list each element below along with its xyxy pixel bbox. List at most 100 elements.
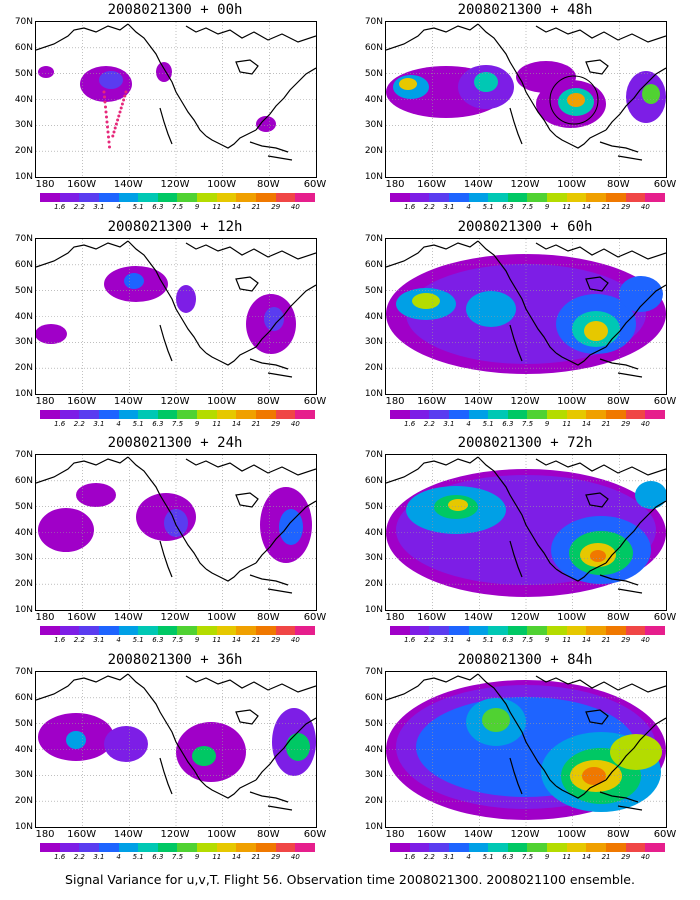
colorbar-label: 4 (116, 203, 121, 211)
variance-contour (192, 746, 216, 766)
map-area (35, 238, 317, 395)
colorbar-label: 14 (581, 420, 591, 428)
lat-tick-label: 10N (14, 822, 33, 832)
coastline (386, 673, 479, 701)
lat-tick-label: 20N (364, 796, 383, 807)
colorbar-swatch (177, 193, 198, 202)
colorbar-label: 21 (601, 420, 611, 428)
lat-tick-label: 40N (14, 94, 33, 105)
lat-tick-label: 40N (14, 744, 33, 755)
lat-tick-label: 50N (364, 68, 383, 79)
map-panel: 2008021300 + 24h 70N 60N 50N 40N 30N 20N 10N 180… (0, 435, 350, 653)
colorbar-swatch (488, 843, 508, 852)
colorbar-swatch (527, 626, 548, 635)
lon-tick-label: 140W (463, 612, 493, 623)
variance-contour (642, 84, 660, 104)
colorbar-label: 2.2 (423, 636, 435, 644)
variance-contour (619, 276, 663, 312)
coastline (509, 757, 523, 795)
colorbar-label: 40 (640, 203, 650, 211)
colorbar-label: 2.2 (73, 636, 85, 644)
colorbar-swatch (118, 193, 139, 202)
coastline (535, 25, 666, 43)
colorbar-swatch (507, 410, 528, 419)
colorbar-label: 6.3 (502, 203, 514, 211)
variance-contour-map (386, 22, 666, 177)
colorbar-label: 4 (466, 203, 471, 211)
colorbar-label: 5.1 (132, 853, 144, 861)
variance-contour (635, 481, 666, 509)
colorbar-swatch (138, 410, 158, 419)
lat-tick-label: 50N (14, 285, 33, 296)
lon-tick-label: 160W (67, 179, 97, 190)
coastline (585, 492, 609, 508)
colorbar-label: 2.2 (73, 203, 85, 211)
coastline (267, 372, 293, 378)
colorbar-label: 9 (544, 853, 550, 861)
coastline (249, 574, 289, 586)
map-area (385, 671, 667, 828)
colorbar-label: 2.2 (423, 420, 435, 428)
coastline (477, 673, 557, 787)
colorbar-swatch (625, 193, 646, 202)
colorbar (40, 626, 315, 635)
colorbar-label: 11 (212, 853, 222, 861)
colorbar-label: 29 (271, 636, 281, 644)
lon-tick-label: 60W (653, 829, 677, 840)
lon-tick-label: 140W (113, 612, 143, 623)
coastline (159, 540, 173, 578)
lon-tick-label: 60W (303, 612, 327, 623)
flight-track-point (104, 105, 107, 109)
coastline (159, 107, 173, 145)
lat-tick-label: 40N (364, 311, 383, 322)
colorbar-swatch (390, 193, 410, 202)
colorbar-label: 29 (271, 420, 281, 428)
colorbar-label: 7.5 (521, 420, 534, 428)
lon-tick-label: 120W (510, 396, 540, 407)
lon-tick-label: 80W (257, 612, 280, 623)
flight-track-point (123, 94, 127, 98)
lat-tick-label: 40N (364, 94, 383, 105)
colorbar-label: 21 (251, 853, 261, 861)
variance-contour (38, 66, 54, 78)
lon-tick-label: 60W (303, 396, 327, 407)
coastline (386, 23, 479, 51)
map-panel: 2008021300 + 72h 70N 60N 50N 40N 30N 20N 10N 180… (350, 435, 700, 653)
lat-tick-label: 20N (14, 796, 33, 807)
lat-tick-label: 10N (14, 172, 33, 182)
colorbar-swatch (606, 626, 626, 635)
coastline (535, 675, 666, 693)
lat-tick-label: 10N (364, 172, 383, 182)
colorbar-swatch (645, 626, 665, 635)
variance-contour (474, 72, 498, 92)
coastline (267, 805, 293, 811)
colorbar-label: 3.1 (443, 203, 455, 211)
lat-tick-label: 30N (364, 553, 383, 564)
colorbar-swatch (275, 626, 296, 635)
coastline (205, 779, 257, 799)
lon-tick-label: 120W (160, 396, 190, 407)
colorbar-label: 1.6 (404, 636, 416, 644)
map-panel: 2008021300 + 36h 70N 60N 50N 40N 30N 20N 10N 180… (0, 652, 350, 870)
flight-track-point (111, 134, 115, 138)
colorbar-swatch (448, 626, 469, 635)
lat-tick-label: 10N (364, 389, 383, 399)
colorbar-label: 21 (251, 636, 261, 644)
panel-title: 2008021300 + 24h (107, 435, 243, 451)
colorbar-swatch (409, 193, 430, 202)
map-panel: 2008021300 + 48h 70N 60N 50N 40N 30N 20N 10N 180… (350, 2, 700, 220)
colorbar-label: 21 (601, 636, 611, 644)
colorbar-label: 2.2 (73, 853, 85, 861)
colorbar (390, 193, 665, 202)
lon-tick-label: 60W (303, 829, 327, 840)
colorbar-swatch (157, 843, 178, 852)
lat-tick-label: 20N (14, 579, 33, 590)
lat-tick-label: 30N (14, 337, 33, 348)
map-area (35, 671, 317, 828)
lat-tick-label: 20N (364, 363, 383, 374)
colorbar-swatch (138, 193, 158, 202)
colorbar (390, 626, 665, 635)
lon-tick-label: 140W (463, 179, 493, 190)
colorbar-label: 3.1 (93, 853, 105, 861)
coastline (585, 59, 609, 75)
